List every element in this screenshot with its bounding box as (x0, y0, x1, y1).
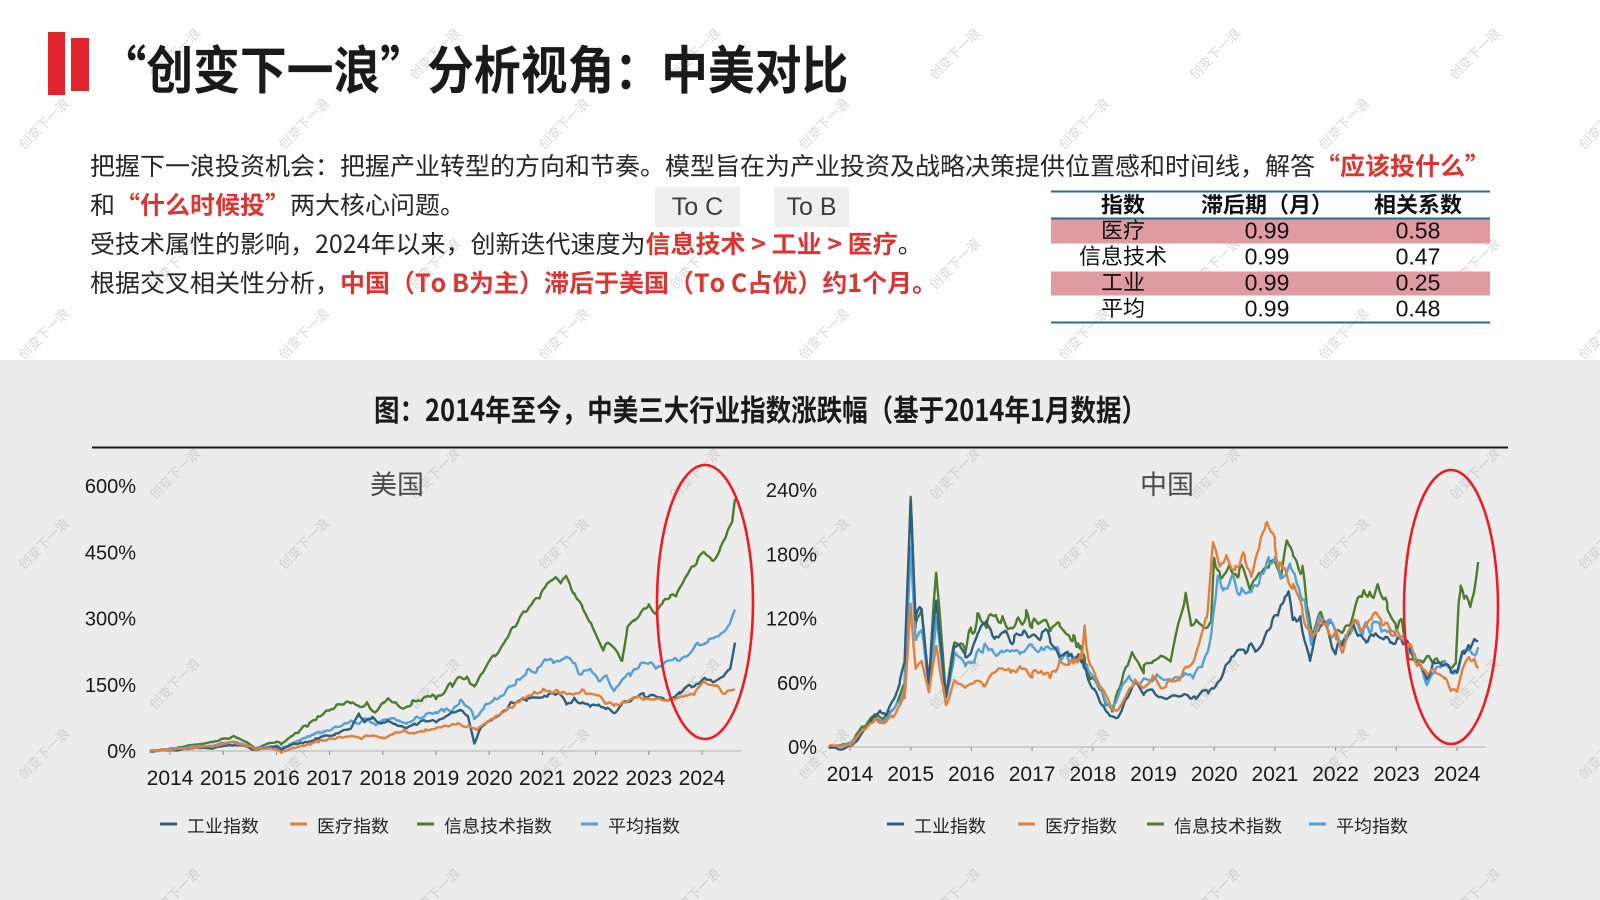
svg-text:0.99: 0.99 (1245, 244, 1290, 270)
svg-text:To B: To B (786, 193, 836, 221)
svg-text:60%: 60% (777, 673, 817, 695)
svg-text:0.58: 0.58 (1396, 218, 1441, 244)
svg-text:2022: 2022 (1312, 763, 1359, 786)
svg-text:0%: 0% (788, 737, 817, 759)
svg-text:180%: 180% (766, 544, 817, 566)
svg-text:0.99: 0.99 (1245, 296, 1290, 322)
svg-text:2021: 2021 (519, 767, 566, 790)
svg-text:2018: 2018 (359, 767, 406, 790)
svg-text:2014: 2014 (147, 767, 194, 790)
svg-text:0%: 0% (107, 741, 136, 763)
svg-text:2017: 2017 (1009, 763, 1056, 786)
svg-text:0.47: 0.47 (1396, 244, 1441, 270)
svg-text:240%: 240% (766, 480, 817, 502)
svg-text:2014: 2014 (827, 763, 874, 786)
svg-text:2024: 2024 (1434, 763, 1481, 786)
svg-text:2019: 2019 (1130, 763, 1177, 786)
svg-text:2023: 2023 (1373, 763, 1420, 786)
svg-text:2015: 2015 (200, 767, 247, 790)
svg-text:300%: 300% (85, 609, 136, 631)
svg-text:2023: 2023 (625, 767, 672, 790)
svg-text:150%: 150% (85, 675, 136, 697)
svg-text:2022: 2022 (572, 767, 619, 790)
svg-text:2024: 2024 (679, 767, 726, 790)
svg-text:2017: 2017 (306, 767, 353, 790)
svg-text:2016: 2016 (948, 763, 995, 786)
svg-text:450%: 450% (85, 542, 136, 564)
svg-text:0.99: 0.99 (1245, 270, 1290, 296)
svg-text:2016: 2016 (253, 767, 300, 790)
svg-text:2020: 2020 (466, 767, 513, 790)
svg-text:2018: 2018 (1069, 763, 1116, 786)
svg-text:2021: 2021 (1252, 763, 1299, 786)
svg-text:0.25: 0.25 (1396, 270, 1441, 296)
svg-text:2015: 2015 (887, 763, 934, 786)
svg-text:2020: 2020 (1191, 763, 1238, 786)
svg-text:0.48: 0.48 (1396, 296, 1441, 322)
svg-text:600%: 600% (85, 476, 136, 498)
svg-text:0.99: 0.99 (1245, 218, 1290, 244)
svg-text:2019: 2019 (413, 767, 460, 790)
svg-text:To C: To C (672, 193, 723, 221)
svg-text:120%: 120% (766, 609, 817, 631)
